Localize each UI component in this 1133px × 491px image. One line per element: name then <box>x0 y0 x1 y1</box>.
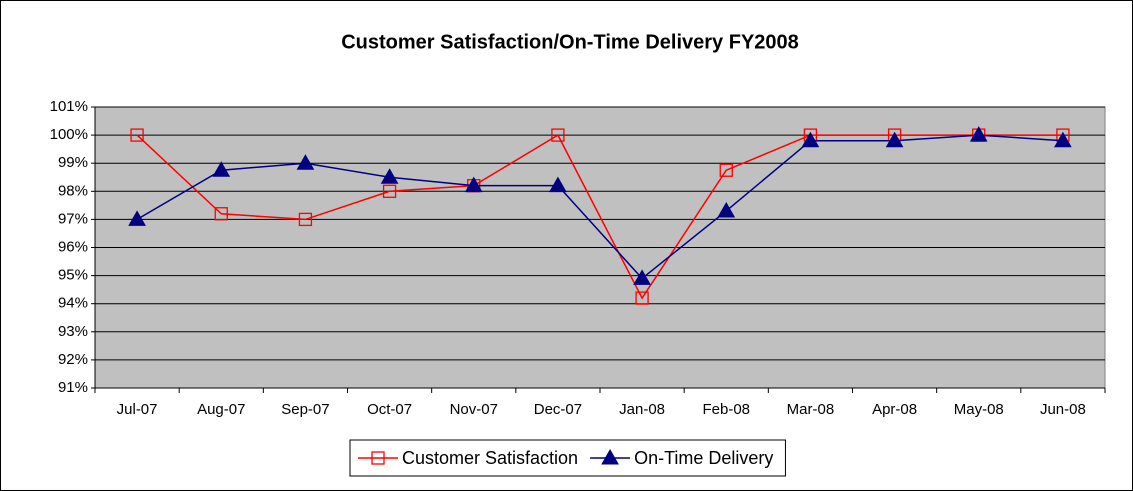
series-line <box>136 134 1063 300</box>
x-tick-label: May-08 <box>954 401 1004 418</box>
y-tick-label: 92% <box>58 351 88 368</box>
marker <box>635 291 649 305</box>
x-tick-label: Aug-07 <box>197 401 245 418</box>
marker <box>801 131 820 148</box>
y-tick-label: 100% <box>50 126 88 143</box>
marker <box>1054 131 1072 148</box>
x-tick-label: Nov-07 <box>450 401 498 418</box>
x-tick-label: Sep-07 <box>281 401 329 418</box>
marker <box>633 269 651 285</box>
marker <box>130 128 144 142</box>
marker <box>298 212 313 227</box>
x-tick-label: Dec-07 <box>534 401 582 418</box>
legend-label: On-Time Delivery <box>634 448 773 468</box>
x-tick-label: Feb-08 <box>702 401 750 418</box>
y-tick-label: 96% <box>58 238 88 255</box>
marker <box>380 168 399 184</box>
x-tick-label: Jun-08 <box>1040 401 1086 418</box>
legend-label: Customer Satisfaction <box>402 448 578 468</box>
marker <box>371 451 385 465</box>
y-tick-label: 95% <box>58 267 88 284</box>
marker <box>296 154 315 170</box>
y-tick-label: 91% <box>58 379 88 396</box>
chart-title: Customer Satisfaction/On-Time Delivery F… <box>341 31 799 53</box>
legend: Customer Satisfaction On-Time Delivery <box>349 439 786 477</box>
y-tick-label: 98% <box>58 182 88 199</box>
marker <box>719 163 733 177</box>
y-tick-label: 99% <box>58 154 88 171</box>
marker <box>212 161 231 177</box>
marker <box>549 176 567 193</box>
marker <box>128 210 146 226</box>
marker <box>551 128 565 142</box>
marker <box>717 201 736 218</box>
legend-box <box>349 439 786 477</box>
x-tick-label: Mar-08 <box>787 401 835 418</box>
y-tick-label: 94% <box>58 295 88 312</box>
x-tick-label: Jul-07 <box>117 401 158 418</box>
marker <box>601 448 619 465</box>
series-line <box>136 134 1063 280</box>
x-tick-label: Apr-08 <box>872 401 917 418</box>
marker <box>382 184 397 198</box>
marker <box>214 207 228 221</box>
marker <box>969 126 988 142</box>
y-tick-label: 101% <box>50 98 88 115</box>
y-tick-label: 93% <box>58 323 88 340</box>
marker <box>464 176 483 193</box>
x-tick-label: Oct-07 <box>367 401 412 418</box>
x-tick-label: Jan-08 <box>619 401 665 418</box>
marker <box>885 131 904 148</box>
y-tick-label: 97% <box>58 210 88 227</box>
